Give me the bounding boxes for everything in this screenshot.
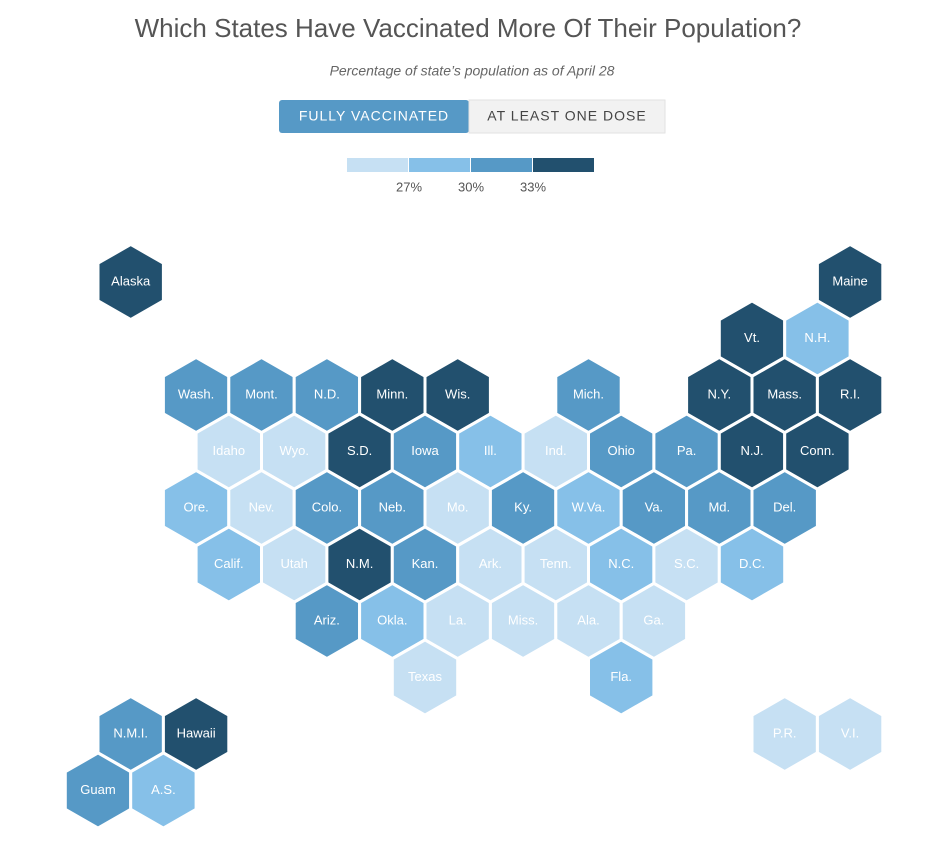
toggle-label[interactable]: FULLY VACCINATED [299, 108, 449, 124]
state-label: Kan. [412, 556, 439, 571]
state-label: N.H. [804, 330, 830, 345]
legend-swatch [347, 158, 408, 172]
state-label: Ind. [545, 443, 567, 458]
state-label: Texas [408, 669, 442, 684]
state-label: N.C. [608, 556, 634, 571]
state-label: Calif. [214, 556, 244, 571]
state-tile [815, 694, 885, 774]
state-label: Colo. [312, 499, 342, 514]
title: Which States Have Vaccinated More Of The… [135, 13, 802, 43]
legend-tick: 30% [458, 179, 484, 194]
state-label: S.D. [347, 443, 372, 458]
state-label: Va. [645, 499, 664, 514]
state-label: Tenn. [540, 556, 572, 571]
state-label: Conn. [800, 443, 835, 458]
subtitle: Percentage of state’s population as of A… [330, 63, 615, 79]
state-label: Wis. [445, 386, 470, 401]
toggle-button[interactable] [468, 99, 666, 134]
legend-swatch [533, 158, 594, 172]
state-label: P.R. [773, 725, 797, 740]
legend-swatch [409, 158, 470, 172]
state-label: Del. [773, 499, 796, 514]
state-label: Ark. [479, 556, 502, 571]
legend-swatch [471, 158, 532, 172]
state-label: W.Va. [572, 499, 606, 514]
state-label: Fla. [610, 669, 632, 684]
state-label: Ariz. [314, 612, 340, 627]
toggle-button[interactable] [279, 100, 469, 133]
state-label: Ky. [514, 499, 532, 514]
state-label: La. [449, 612, 467, 627]
legend-tick: 27% [396, 179, 422, 194]
state-label: Mass. [767, 386, 802, 401]
state-label: N.M.I. [113, 725, 148, 740]
state-label: N.M. [346, 556, 373, 571]
state-label: V.I. [841, 725, 859, 740]
state-label: Ill. [484, 443, 497, 458]
state-label: Okla. [377, 612, 407, 627]
state-label: Guam [80, 782, 115, 797]
state-label: Ga. [643, 612, 664, 627]
toggle-label[interactable]: AT LEAST ONE DOSE [487, 108, 646, 124]
state-label: Md. [708, 499, 730, 514]
state-label: S.C. [674, 556, 699, 571]
state-label: Ohio [607, 443, 634, 458]
state-label: Mont. [245, 386, 278, 401]
state-label: Ala. [577, 612, 599, 627]
state-label: N.J. [740, 443, 763, 458]
state-tile [717, 525, 787, 604]
state-label: Alaska [111, 273, 151, 288]
state-label: D.C. [739, 556, 765, 571]
state-label: Maine [832, 273, 867, 288]
state-label: Miss. [508, 612, 538, 627]
state-label: Wash. [178, 386, 214, 401]
state-label: A.S. [151, 782, 176, 797]
legend-tick: 33% [520, 179, 546, 194]
state-label: N.Y. [707, 386, 731, 401]
state-label: Idaho [213, 443, 246, 458]
state-tile [96, 242, 165, 322]
state-tile [587, 638, 656, 717]
state-label: Vt. [744, 330, 760, 345]
state-tile [129, 751, 198, 830]
state-label: Pa. [677, 443, 697, 458]
state-label: Iowa [411, 443, 439, 458]
state-label: Wyo. [279, 443, 309, 458]
state-label: N.D. [314, 386, 340, 401]
state-label: Hawaii [177, 725, 216, 740]
state-label: Nev. [249, 499, 275, 514]
state-label: R.I. [840, 386, 860, 401]
state-label: Mo. [447, 499, 469, 514]
state-label: Mich. [573, 386, 604, 401]
state-label: Ore. [183, 499, 208, 514]
state-label: Minn. [376, 386, 408, 401]
state-tile [390, 638, 460, 717]
state-label: Neb. [379, 499, 406, 514]
state-label: Utah [280, 556, 307, 571]
